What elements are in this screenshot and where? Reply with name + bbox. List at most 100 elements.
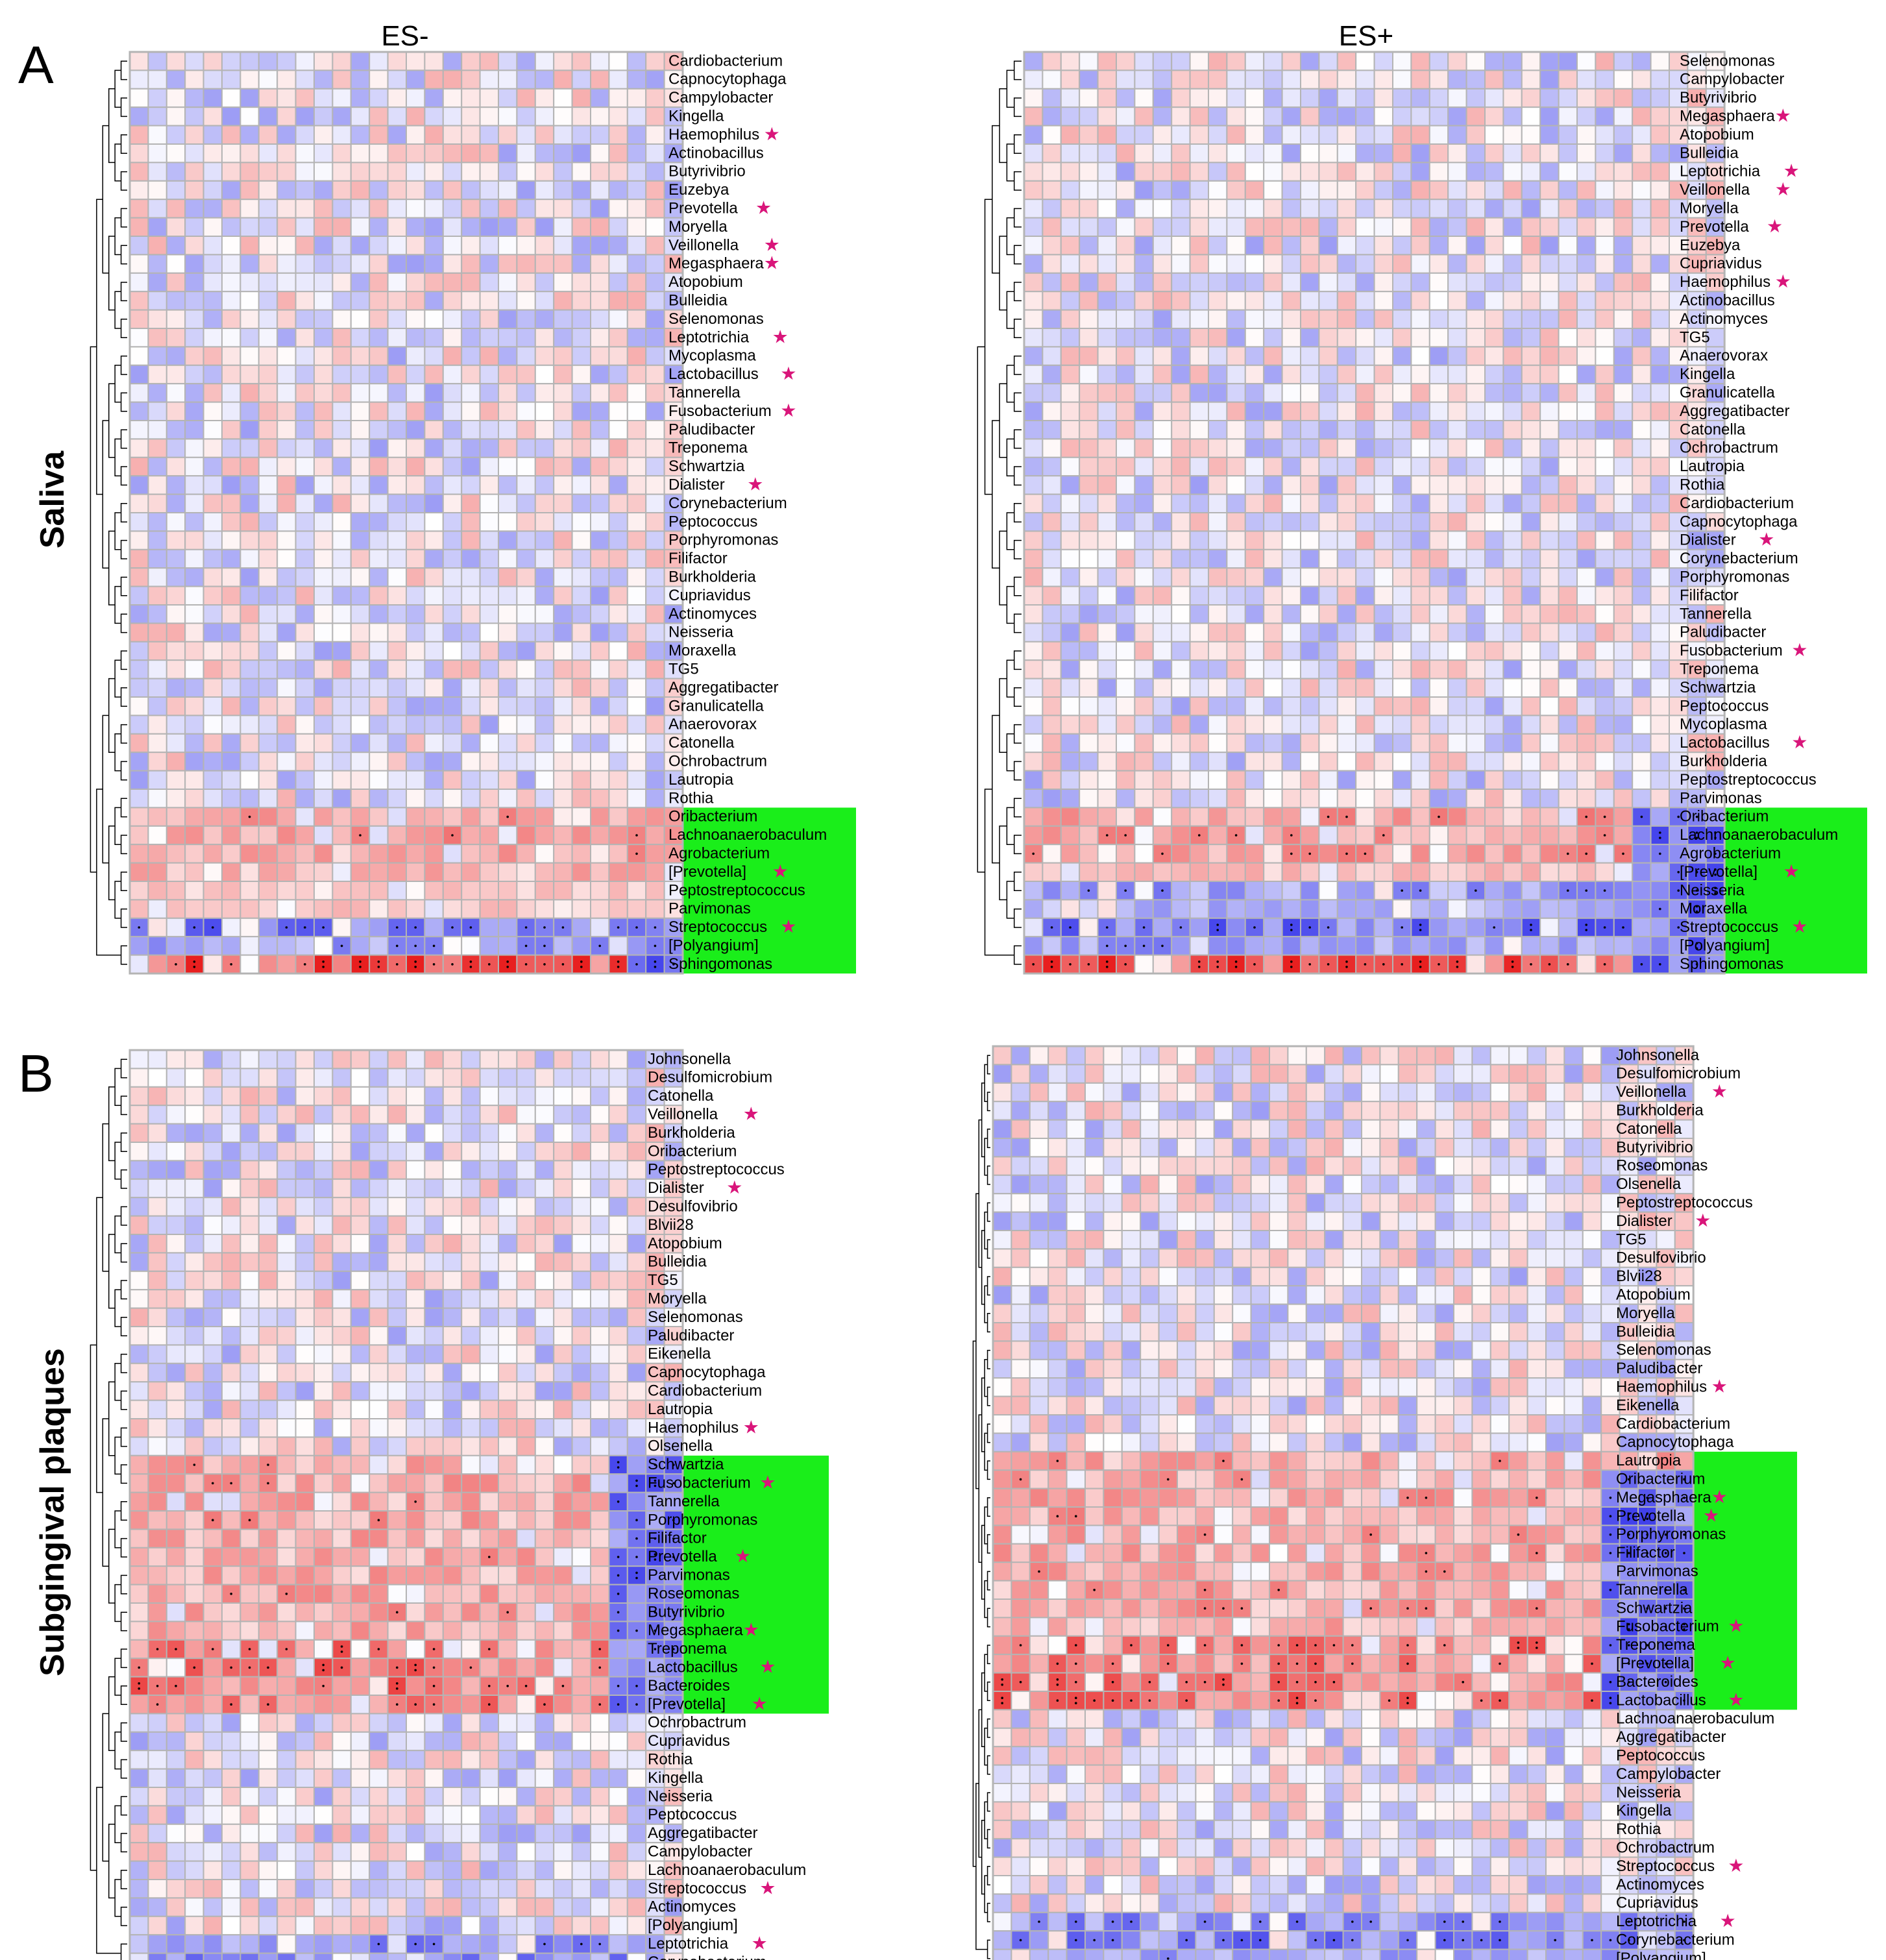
significance-dot (1585, 815, 1587, 818)
heatmap-cell (571, 180, 591, 201)
heatmap-cell (147, 493, 167, 513)
heatmap-cell (1410, 162, 1430, 182)
taxon-label: Oribacterium (668, 808, 757, 826)
heatmap-cell (276, 69, 297, 90)
heatmap-cell (626, 1142, 647, 1162)
heatmap-cell (1226, 641, 1246, 661)
heatmap-cell (221, 438, 241, 458)
heatmap-cell (221, 254, 241, 274)
heatmap-cell (129, 217, 149, 238)
heatmap-cell (571, 1197, 591, 1217)
heatmap-cell (498, 1326, 518, 1346)
heatmap-cell (1687, 162, 1707, 182)
heatmap-cell (1318, 733, 1338, 753)
significance-dot (1106, 944, 1108, 948)
heatmap-cell (1226, 364, 1246, 385)
heatmap-cell (1152, 69, 1173, 90)
heatmap-cell (1355, 622, 1375, 643)
heatmap-cell (1392, 530, 1412, 550)
heatmap-cell (1465, 530, 1486, 550)
heatmap-cell (276, 1547, 297, 1567)
heatmap-cell (295, 1565, 315, 1586)
heatmap-cell (1152, 512, 1173, 532)
heatmap-cell (276, 125, 297, 145)
heatmap-cell (295, 162, 315, 182)
heatmap-cell (1336, 162, 1357, 182)
dendrogram-branch (1013, 687, 1022, 707)
taxon-label: Fusobacterium (668, 402, 772, 420)
heatmap-cell (1171, 493, 1191, 513)
heatmap-cell (369, 1215, 389, 1235)
heatmap-cell (1336, 512, 1357, 532)
heatmap-cell (1558, 936, 1578, 956)
star-icon: ★ (1783, 861, 1800, 881)
heatmap-cell (406, 1418, 426, 1438)
heatmap-cell (626, 567, 647, 587)
heatmap-cell (1355, 585, 1375, 606)
heatmap-cell (147, 1049, 167, 1070)
heatmap-cell (184, 1510, 204, 1530)
heatmap-cell (1539, 530, 1560, 550)
taxon-label: Euzebya (668, 181, 729, 199)
heatmap-cell (1060, 604, 1081, 624)
heatmap-cell (147, 954, 167, 974)
taxon-label: Leptotrichia (1680, 163, 1761, 180)
heatmap-cell (350, 1049, 371, 1070)
heatmap-cell (1595, 456, 1615, 477)
taxon-label: Rothia (1680, 476, 1725, 494)
heatmap-cell (406, 438, 426, 458)
heatmap-cell (645, 641, 665, 661)
heatmap-cell (479, 1068, 499, 1088)
significance-dot (635, 1629, 638, 1632)
heatmap-cell (479, 1602, 499, 1623)
heatmap-cell (332, 88, 352, 108)
heatmap-cell (239, 69, 260, 90)
heatmap-cell (276, 1362, 297, 1383)
heatmap-cell (165, 1344, 186, 1364)
heatmap-cell (516, 733, 536, 753)
heatmap-cell (221, 1418, 241, 1438)
heatmap-cell (369, 1381, 389, 1401)
heatmap-cell (424, 585, 444, 606)
heatmap-cell (608, 1584, 628, 1604)
heatmap-cell (442, 752, 463, 772)
taxon-label: Catonella (1680, 421, 1746, 438)
heatmap-cell (608, 180, 628, 201)
heatmap-cell (165, 1068, 186, 1088)
heatmap-cell (1410, 383, 1430, 403)
heatmap-cell (590, 567, 610, 587)
significance-dot (543, 944, 546, 948)
heatmap-cell (350, 1658, 371, 1678)
dendrogram-branch (120, 945, 127, 965)
taxon-label: Euzebya (1680, 236, 1741, 254)
heatmap-cell (1428, 548, 1449, 569)
heatmap-cell (202, 1086, 223, 1107)
heatmap-cell (147, 106, 167, 127)
significance-dot (1585, 852, 1587, 855)
heatmap-cell (1465, 162, 1486, 182)
heatmap-cell (442, 383, 463, 403)
heatmap-cell (590, 696, 610, 717)
heatmap-cell (332, 659, 352, 680)
heatmap-cell (258, 1215, 278, 1235)
heatmap-cell (1650, 530, 1671, 550)
heatmap-cell (461, 825, 481, 846)
heatmap-cell (1447, 143, 1467, 164)
heatmap-cell (461, 881, 481, 901)
heatmap-cell (553, 1695, 573, 1715)
heatmap-cell (350, 548, 371, 569)
heatmap-cell (534, 106, 555, 127)
heatmap-cell (147, 881, 167, 901)
heatmap-cell (1558, 548, 1578, 569)
heatmap-cell (1502, 862, 1523, 882)
heatmap-cell (461, 844, 481, 864)
heatmap-cell (553, 328, 573, 348)
heatmap-cell (534, 88, 555, 108)
significance-dot (1401, 889, 1403, 892)
significance-dot (1069, 926, 1072, 929)
heatmap-cell (202, 1565, 223, 1586)
significance-dot (1050, 966, 1053, 968)
heatmap-cell (1208, 899, 1228, 919)
heatmap-cell (1244, 383, 1265, 403)
heatmap-cell (534, 346, 555, 366)
